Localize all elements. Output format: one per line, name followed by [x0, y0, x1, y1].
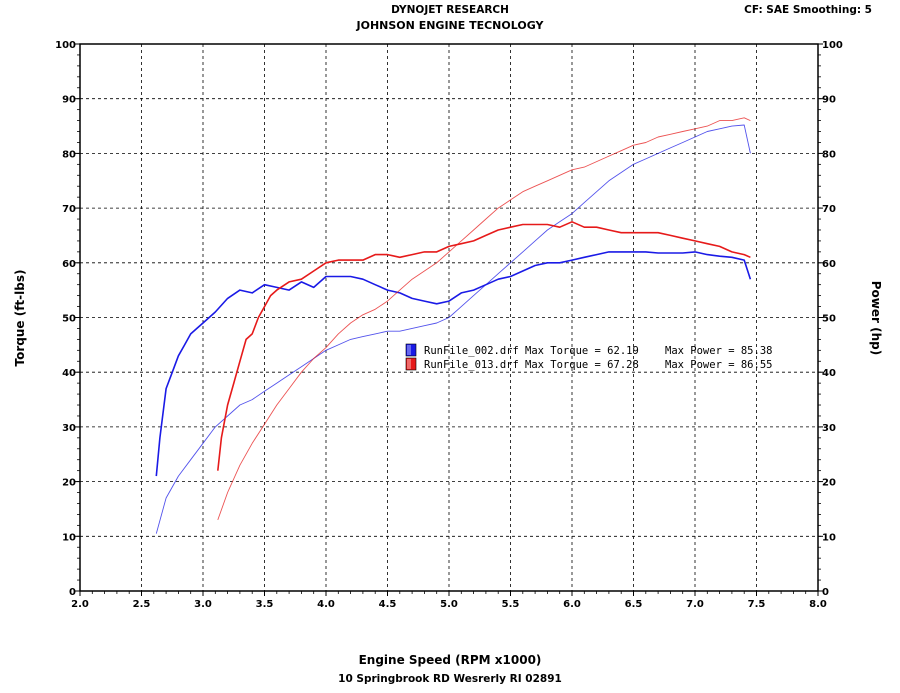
- series-line-power: [155, 124, 751, 534]
- series-line-torque: [155, 251, 752, 477]
- y-tick-label: 20: [62, 478, 76, 489]
- series-line-power: [217, 117, 751, 521]
- x-tick-label: 6.0: [563, 599, 581, 610]
- footer-address: 10 Springbrook RD Wesrerly RI 02891: [338, 673, 562, 685]
- legend-max-torque: Max Torque = 67.28: [525, 359, 639, 371]
- chart-subtitle: JOHNSON ENGINE TECNOLOGY: [356, 19, 544, 32]
- y2-axis-label: Power (hp): [869, 280, 883, 356]
- legend-swatch: [405, 343, 417, 357]
- legend: RunFile_002.drf Max Torque = 62.19 Max Pow…: [405, 343, 772, 371]
- legend-run-name: RunFile_013.drf: [424, 359, 519, 371]
- y-tick-label: 30: [62, 423, 76, 434]
- axis-ticks: 2.0 2.5 3.0 3.5 4.0 4.5 5.0 5.5 6.0 6.5 7.0 7.5 8.00…: [55, 40, 843, 610]
- y2-tick-label: 0: [822, 587, 829, 598]
- y2-tick-label: 50: [822, 314, 836, 325]
- chart-title: DYNOJET RESEARCH: [391, 4, 509, 16]
- y2-tick-label: 60: [822, 259, 836, 270]
- y-tick-label: 100: [55, 40, 76, 51]
- y-tick-label: 60: [62, 259, 76, 270]
- series-line-torque: [217, 221, 751, 471]
- y2-tick-label: 100: [822, 40, 843, 51]
- grid-lines: [80, 44, 818, 591]
- legend-swatch-shine: [407, 359, 411, 369]
- correction-settings: CF: SAE Smoothing: 5: [744, 4, 872, 16]
- x-tick-label: 6.5: [625, 599, 643, 610]
- y-axis-label: Torque (ft-lbs): [13, 269, 27, 367]
- y2-tick-label: 40: [822, 368, 836, 379]
- y-tick-label: 50: [62, 314, 76, 325]
- legend-swatch-shine: [407, 345, 411, 355]
- x-tick-label: 5.5: [502, 599, 520, 610]
- x-tick-label: 3.0: [194, 599, 212, 610]
- y2-tick-label: 20: [822, 478, 836, 489]
- y2-tick-label: 80: [822, 149, 836, 160]
- x-tick-label: 3.5: [256, 599, 274, 610]
- x-tick-label: 8.0: [809, 599, 827, 610]
- legend-swatch: [405, 357, 417, 371]
- y-tick-label: 90: [62, 95, 76, 106]
- y2-tick-label: 10: [822, 532, 836, 543]
- x-axis-label: Engine Speed (RPM x1000): [358, 653, 542, 667]
- y2-tick-label: 70: [822, 204, 836, 215]
- x-tick-label: 4.0: [317, 599, 335, 610]
- y-tick-label: 0: [69, 587, 76, 598]
- y-tick-label: 80: [62, 149, 76, 160]
- legend-max-power: Max Power = 86.55: [665, 359, 772, 371]
- y-tick-label: 10: [62, 532, 76, 543]
- series-layer: [155, 117, 752, 534]
- y2-tick-label: 30: [822, 423, 836, 434]
- x-tick-label: 5.0: [440, 599, 458, 610]
- y-tick-label: 40: [62, 368, 76, 379]
- x-tick-label: 7.5: [748, 599, 766, 610]
- legend-run-name: RunFile_002.drf: [424, 345, 519, 357]
- x-tick-label: 2.0: [71, 599, 89, 610]
- y2-tick-label: 90: [822, 95, 836, 106]
- legend-max-torque: Max Torque = 62.19: [525, 345, 639, 357]
- x-tick-label: 2.5: [133, 599, 151, 610]
- x-tick-label: 4.5: [379, 599, 397, 610]
- y-tick-label: 70: [62, 204, 76, 215]
- legend-max-power: Max Power = 85.38: [665, 345, 772, 357]
- x-tick-label: 7.0: [686, 599, 704, 610]
